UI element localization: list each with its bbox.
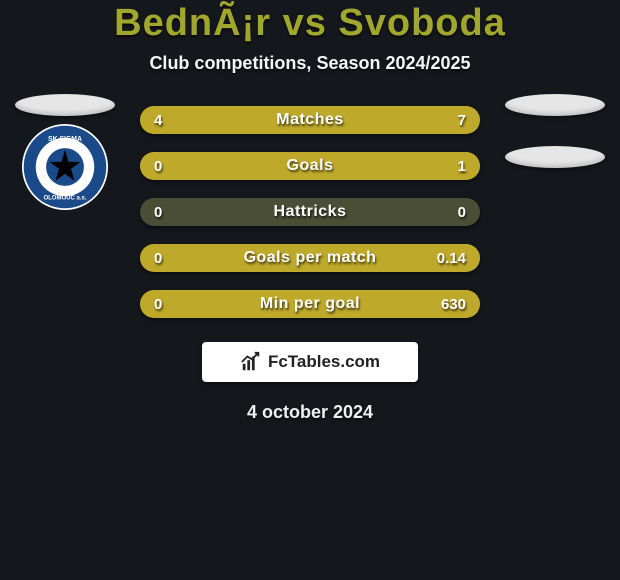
stat-bars: 47Matches 01Goals 00Hattricks 00.14Goals pe… [140,106,480,318]
sigma-olomouc-logo-icon: SK SIGMA OLOMOUC a.s. [22,124,108,210]
stat-label: Goals per match [140,244,480,272]
left-club-logo: SK SIGMA OLOMOUC a.s. [22,124,108,210]
stat-label: Goals [140,152,480,180]
right-club-logo-placeholder [505,146,605,168]
stat-bar: 00.14Goals per match [140,244,480,272]
stat-bar: 47Matches [140,106,480,134]
brand-text: FcTables.com [268,352,380,372]
left-player-avatar-placeholder [15,94,115,116]
stat-bar: 01Goals [140,152,480,180]
left-player-column: SK SIGMA OLOMOUC a.s. [10,94,120,210]
stat-label: Min per goal [140,290,480,318]
stat-label: Hattricks [140,198,480,226]
right-player-avatar-placeholder [505,94,605,116]
brand-box[interactable]: FcTables.com [202,342,418,382]
subtitle: Club competitions, Season 2024/2025 [0,53,620,74]
stat-bar: 0630Min per goal [140,290,480,318]
stat-label: Matches [140,106,480,134]
svg-text:OLOMOUC a.s.: OLOMOUC a.s. [43,196,86,202]
right-player-column [500,94,610,176]
svg-text:SK SIGMA: SK SIGMA [48,136,82,143]
date-label: 4 october 2024 [0,402,620,423]
page-title: BednÃ¡r vs Svoboda [0,2,620,45]
stat-bar: 00Hattricks [140,198,480,226]
comparison-panel: SK SIGMA OLOMOUC a.s. 47Matches 01Goals 00… [0,106,620,318]
chart-icon [240,351,262,373]
